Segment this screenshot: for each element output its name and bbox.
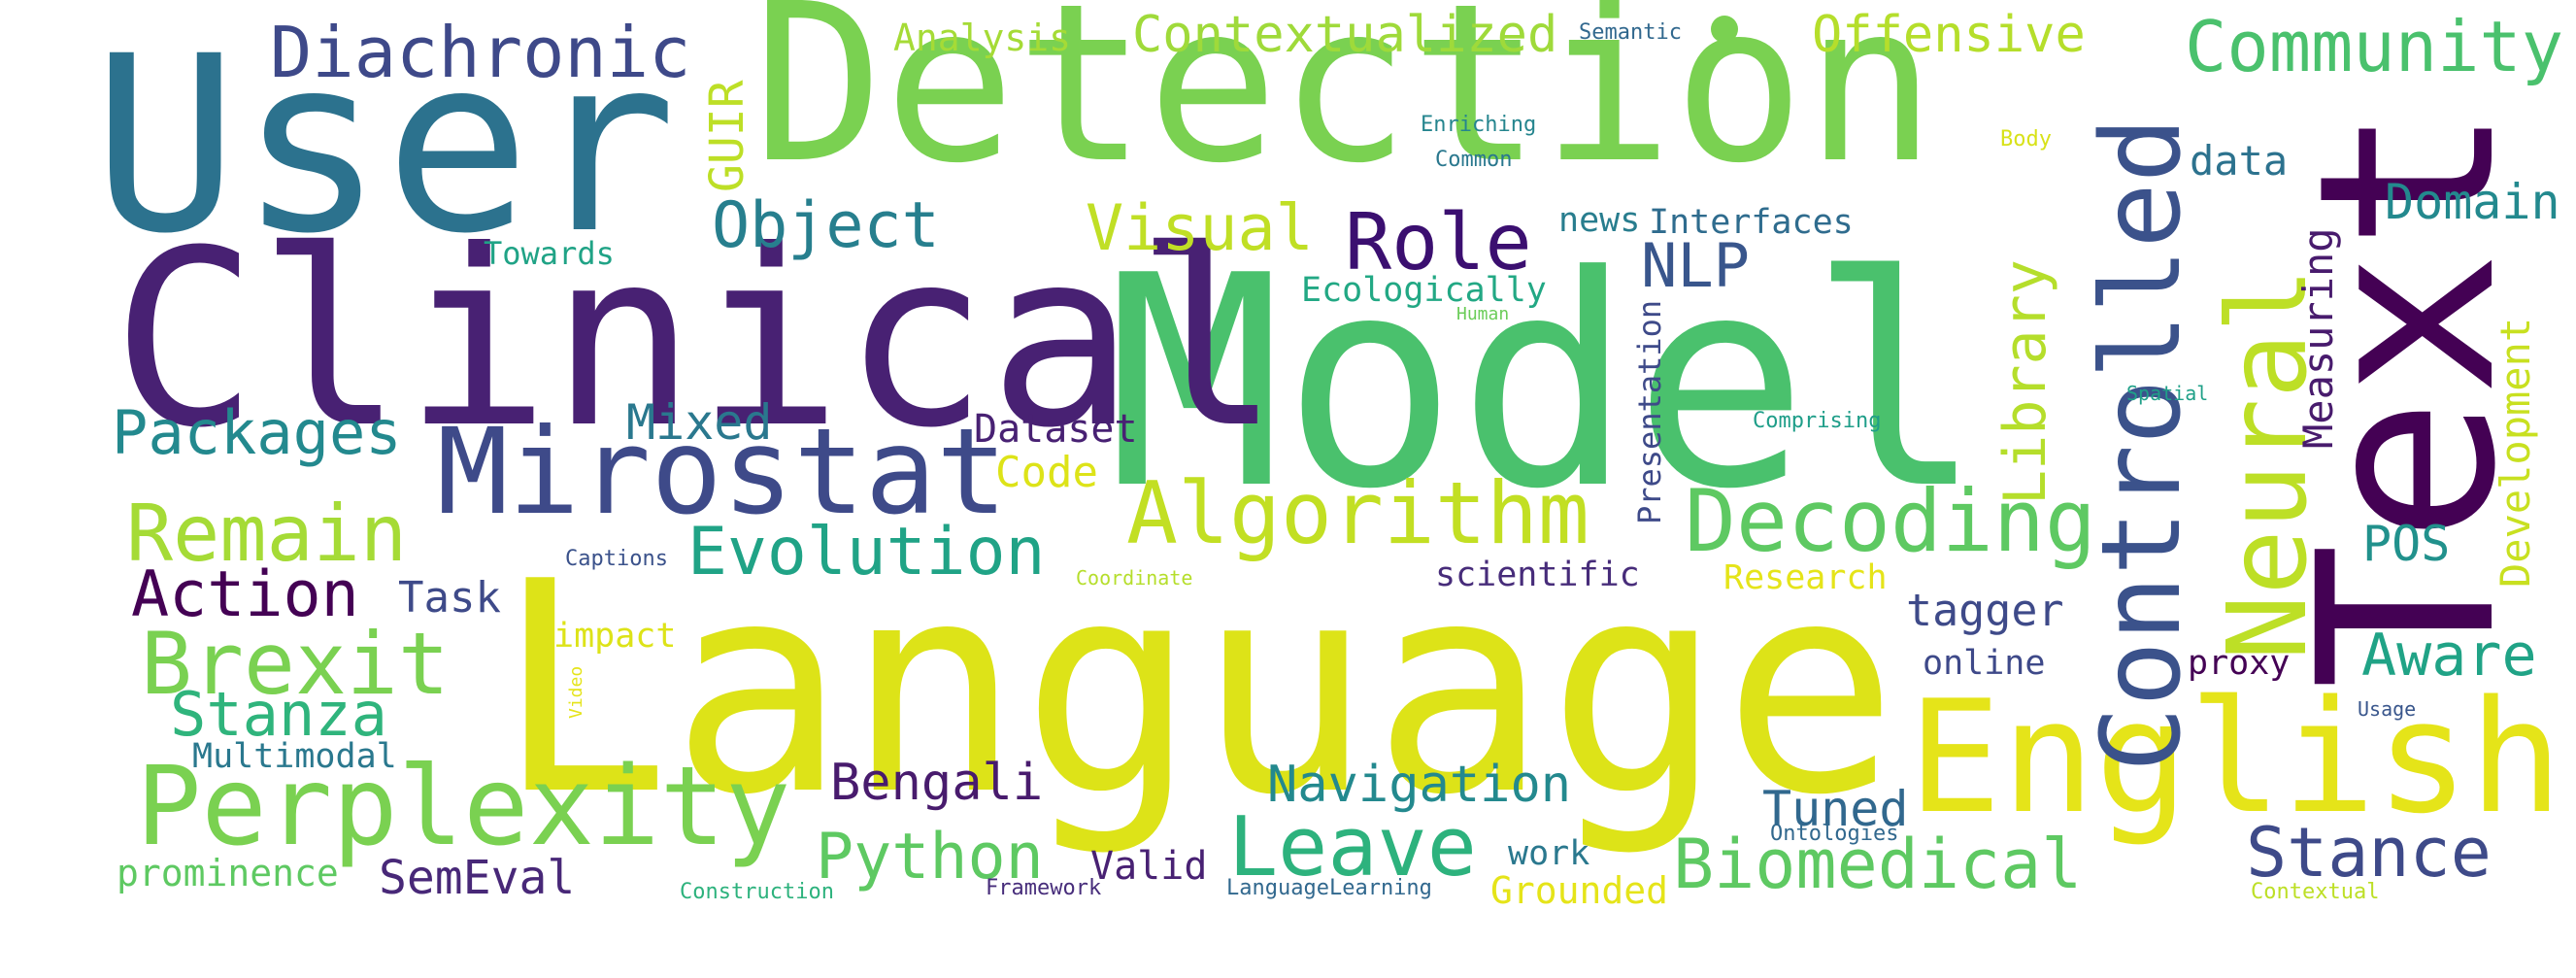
word-presentation: Presentation [1631,299,1668,524]
word-clinical: Clinical [112,198,1282,481]
word-python: Python [816,821,1044,894]
word-captions: Captions [565,547,668,571]
word-framework: Framework [986,876,1102,900]
word-stance: Stance [2246,813,2492,893]
word-mirostat: Mirostat [437,403,1008,541]
word-biomedical: Biomedical [1673,825,2083,904]
word-object: Object [712,189,940,262]
word-detection: Detection [753,0,1937,212]
word-decoding: Decoding [1685,471,2096,571]
word-algorithm: Algorithm [1126,463,1589,563]
word-community: Community [2185,6,2564,87]
word-ontologies: Ontologies [1770,822,1899,846]
word-action: Action [131,558,359,631]
dot-mark [1711,16,1738,43]
word-guir: GUIR [700,80,754,192]
word-diachronic: Diachronic [270,12,691,93]
word-body: Body [2000,127,2052,152]
word-domain: Domain [2385,174,2560,230]
word-dataset: Dataset [974,407,1138,452]
word-bengali: Bengali [830,754,1044,812]
word-scientific: scientific [1435,556,1640,594]
word-pos: POS [2362,516,2451,572]
word-stanza: Stanza [170,679,387,750]
word-multimodal: Multimodal [192,737,397,776]
word-prominence: prominence [117,852,339,894]
word-code: Code [995,448,1098,497]
word-perplexity: Perplexity [136,744,791,870]
word-role: Role [1345,197,1532,287]
word-remain: Remain [126,489,407,579]
word-contextualized: Contextualized [1132,6,1558,64]
word-spatial: Spatial [2126,382,2209,405]
word-mixed: Mixed [626,394,773,451]
word-tagger: tagger [1906,585,2064,636]
word-measuring: Measuring [2294,227,2342,449]
word-human: Human [1456,304,1510,324]
word-semantic: Semantic [1579,20,1682,45]
word-usage: Usage [2358,697,2417,721]
word-evolution: Evolution [687,514,1046,590]
word-online: online [1923,644,2046,683]
word-model: Model [1107,214,1985,553]
word-leave: Leave [1228,799,1477,895]
word-coordinate: Coordinate [1076,566,1193,590]
word-user: User [92,4,678,287]
word-news: news [1558,201,1641,240]
word-towards: Towards [484,235,615,272]
word-language: Language [495,520,1898,859]
word-task: Task [398,573,501,623]
word-contextual: Contextual [2251,880,2380,904]
word-nlp: NLP [1641,230,1750,301]
word-comprising: Comprising [1753,409,1882,433]
word-research: Research [1723,558,1888,597]
word-impact: impact [553,617,677,656]
word-valid: Valid [1090,844,1208,889]
word-controlled: Controlled [2079,117,2205,772]
word-offensive: Offensive [1812,6,2086,64]
word-proxy: proxy [2188,644,2291,683]
word-packages: Packages [112,397,402,468]
word-ecologically: Ecologically [1301,271,1547,310]
word-aware: Aware [2361,622,2537,690]
word-enriching: Enriching [1421,113,1537,137]
word-development: Development [2492,317,2539,588]
word-languagelearning: LanguageLearning [1226,876,1432,900]
word-construction: Construction [680,880,834,904]
word-tuned: Tuned [1762,781,1909,837]
word-data: data [2190,137,2289,185]
word-library: Library [1991,259,2059,505]
word-analysis: Analysis [893,17,1072,59]
word-interfaces: Interfaces [1649,203,1854,242]
word-visual: Visual [1086,192,1314,265]
word-semeval: SemEval [379,851,576,905]
word-common: Common [1435,148,1513,172]
word-grounded: Grounded [1490,869,1669,912]
word-work: work [1508,834,1590,873]
word-brexit: Brexit [141,614,450,714]
word-navigation: Navigation [1267,756,1572,814]
word-english: English [1908,666,2563,848]
word-video: Video [566,665,586,719]
